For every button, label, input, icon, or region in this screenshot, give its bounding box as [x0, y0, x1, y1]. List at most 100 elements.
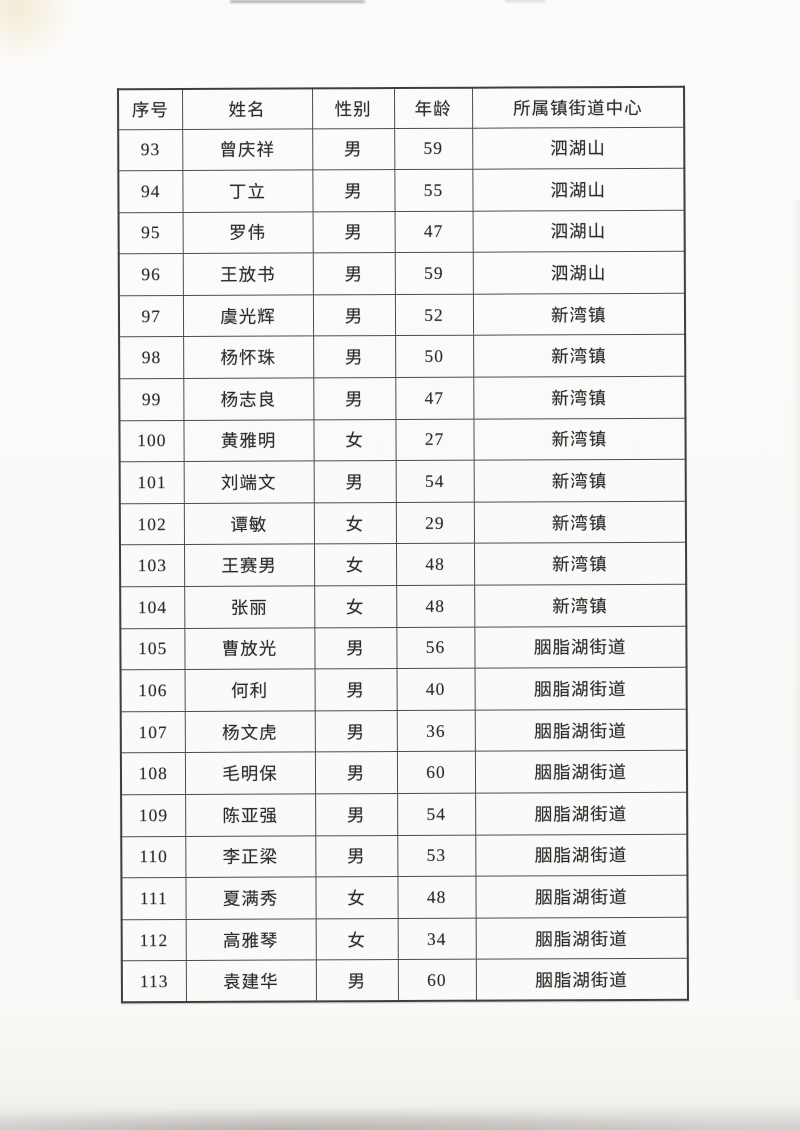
cell-serial-number: 106 [120, 669, 185, 712]
cell-name: 杨文虎 [184, 710, 315, 753]
header-age: 年龄 [394, 87, 473, 129]
cell-town-street-center: 胭脂湖街道 [474, 709, 687, 752]
cell-age: 54 [397, 793, 476, 836]
cell-serial-number: 104 [120, 586, 185, 629]
header-row: 序号 姓名 性别 年龄 所属镇街道中心 [118, 86, 685, 130]
cell-name: 杨志良 [183, 377, 314, 421]
cell-town-street-center: 胭脂湖街道 [474, 750, 688, 794]
cell-age: 50 [395, 335, 474, 378]
cell-town-street-center: 泗湖山 [472, 251, 685, 295]
cell-town-street-center: 胭脂湖街道 [474, 625, 687, 669]
cell-town-street-center: 新湾镇 [473, 334, 686, 378]
cell-gender: 男 [314, 751, 398, 794]
cell-age: 59 [394, 127, 473, 170]
cell-serial-number: 112 [121, 919, 186, 962]
table-row: 112 高雅琴 女 34 胭脂湖街道 [121, 917, 688, 962]
cell-age: 60 [396, 751, 476, 794]
cell-gender: 女 [315, 876, 398, 919]
table-row: 93 曾庆祥 男 59 泗湖山 [118, 126, 685, 171]
cell-gender: 女 [313, 502, 396, 545]
cell-age: 48 [395, 543, 475, 586]
cell-gender: 女 [313, 543, 397, 586]
scan-smudge-artifact [505, 0, 545, 2]
cell-age: 52 [394, 294, 474, 337]
cell-gender: 男 [312, 211, 395, 254]
table-header: 序号 姓名 性别 年龄 所属镇街道中心 [118, 86, 685, 130]
table-row: 102 谭敏 女 29 新湾镇 [119, 501, 686, 546]
cell-town-street-center: 新湾镇 [473, 376, 686, 419]
cell-name: 黄雅明 [183, 419, 314, 462]
cell-age: 60 [397, 959, 476, 1002]
cell-serial-number: 108 [120, 752, 186, 795]
cell-age: 56 [396, 626, 475, 669]
table-row: 95 罗伟 男 47 泗湖山 [118, 209, 685, 255]
cell-gender: 男 [315, 835, 398, 878]
cell-age: 47 [394, 210, 473, 253]
cell-age: 53 [397, 834, 476, 877]
table-row: 109 陈亚强 男 54 胭脂湖街道 [121, 792, 688, 837]
cell-name: 曾庆祥 [182, 128, 313, 171]
table-row: 94 丁立 男 55 泗湖山 [118, 168, 685, 213]
cell-serial-number: 95 [118, 212, 183, 255]
cell-town-street-center: 新湾镇 [472, 293, 686, 336]
header-town-street-center: 所属镇街道中心 [472, 86, 685, 128]
header-gender: 性别 [312, 88, 395, 129]
cell-gender: 女 [314, 585, 397, 628]
cell-gender: 男 [315, 959, 398, 1002]
cell-name: 陈亚强 [185, 793, 316, 837]
cell-name: 王放书 [182, 253, 313, 296]
cell-gender: 女 [315, 918, 398, 961]
cell-name: 王赛男 [183, 544, 315, 587]
cell-gender: 男 [315, 793, 398, 836]
header-name: 姓名 [182, 88, 313, 129]
cell-town-street-center: 胭脂湖街道 [475, 917, 688, 960]
scan-bottom-shadow [0, 1104, 800, 1130]
cell-age: 27 [395, 418, 474, 461]
cell-gender: 女 [313, 419, 396, 462]
cell-name: 丁立 [182, 169, 313, 213]
cell-name: 曹放光 [184, 627, 315, 670]
cell-town-street-center: 新湾镇 [474, 584, 687, 627]
cell-name: 高雅琴 [185, 918, 316, 961]
cell-gender: 男 [312, 128, 395, 170]
cell-name: 杨怀珠 [183, 336, 314, 379]
cell-town-street-center: 胭脂湖街道 [475, 875, 688, 918]
cell-gender: 男 [314, 710, 397, 753]
cell-name: 刘端文 [183, 461, 314, 504]
cell-age: 55 [394, 169, 473, 212]
table-row: 99 杨志良 男 47 新湾镇 [119, 376, 686, 421]
table-body: 93 曾庆祥 男 59 泗湖山 94 丁立 男 55 泗湖山 95 罗伟 男 4… [118, 126, 688, 1003]
scan-edge-shadow [790, 200, 800, 1000]
table-row: 111 夏满秀 女 48 胭脂湖街道 [121, 875, 688, 920]
table-row: 100 黄雅明 女 27 新湾镇 [119, 417, 686, 462]
cell-serial-number: 102 [119, 503, 184, 546]
cell-town-street-center: 胭脂湖街道 [474, 667, 687, 711]
table-row: 105 曹放光 男 56 胭脂湖街道 [120, 625, 687, 670]
cell-serial-number: 100 [119, 420, 184, 462]
cell-town-street-center: 新湾镇 [473, 459, 686, 503]
cell-town-street-center: 泗湖山 [472, 209, 685, 253]
cell-gender: 男 [312, 294, 396, 337]
table-row: 107 杨文虎 男 36 胭脂湖街道 [120, 709, 687, 754]
cell-age: 47 [395, 377, 474, 420]
roster-table: 序号 姓名 性别 年龄 所属镇街道中心 93 曾庆祥 男 59 泗湖山 94 丁… [117, 85, 689, 1004]
cell-name: 谭敏 [183, 502, 314, 545]
cell-town-street-center: 泗湖山 [472, 168, 685, 211]
cell-gender: 男 [312, 169, 395, 212]
cell-name: 李正梁 [185, 835, 316, 878]
cell-serial-number: 107 [120, 711, 185, 754]
scan-smudge-artifact [230, 0, 365, 3]
cell-name: 夏满秀 [185, 877, 316, 920]
cell-age: 40 [396, 668, 475, 711]
cell-serial-number: 99 [119, 378, 184, 421]
cell-town-street-center: 胭脂湖街道 [475, 792, 688, 835]
table-row: 96 王放书 男 59 泗湖山 [118, 251, 685, 296]
cell-town-street-center: 胭脂湖街道 [475, 833, 688, 877]
cell-serial-number: 94 [118, 170, 183, 213]
table-row: 101 刘端文 男 54 新湾镇 [119, 459, 686, 504]
cell-serial-number: 98 [119, 336, 184, 379]
cell-name: 何利 [184, 669, 315, 712]
cell-name: 虞光辉 [182, 294, 314, 337]
cell-age: 48 [397, 876, 476, 919]
cell-age: 34 [397, 917, 476, 960]
